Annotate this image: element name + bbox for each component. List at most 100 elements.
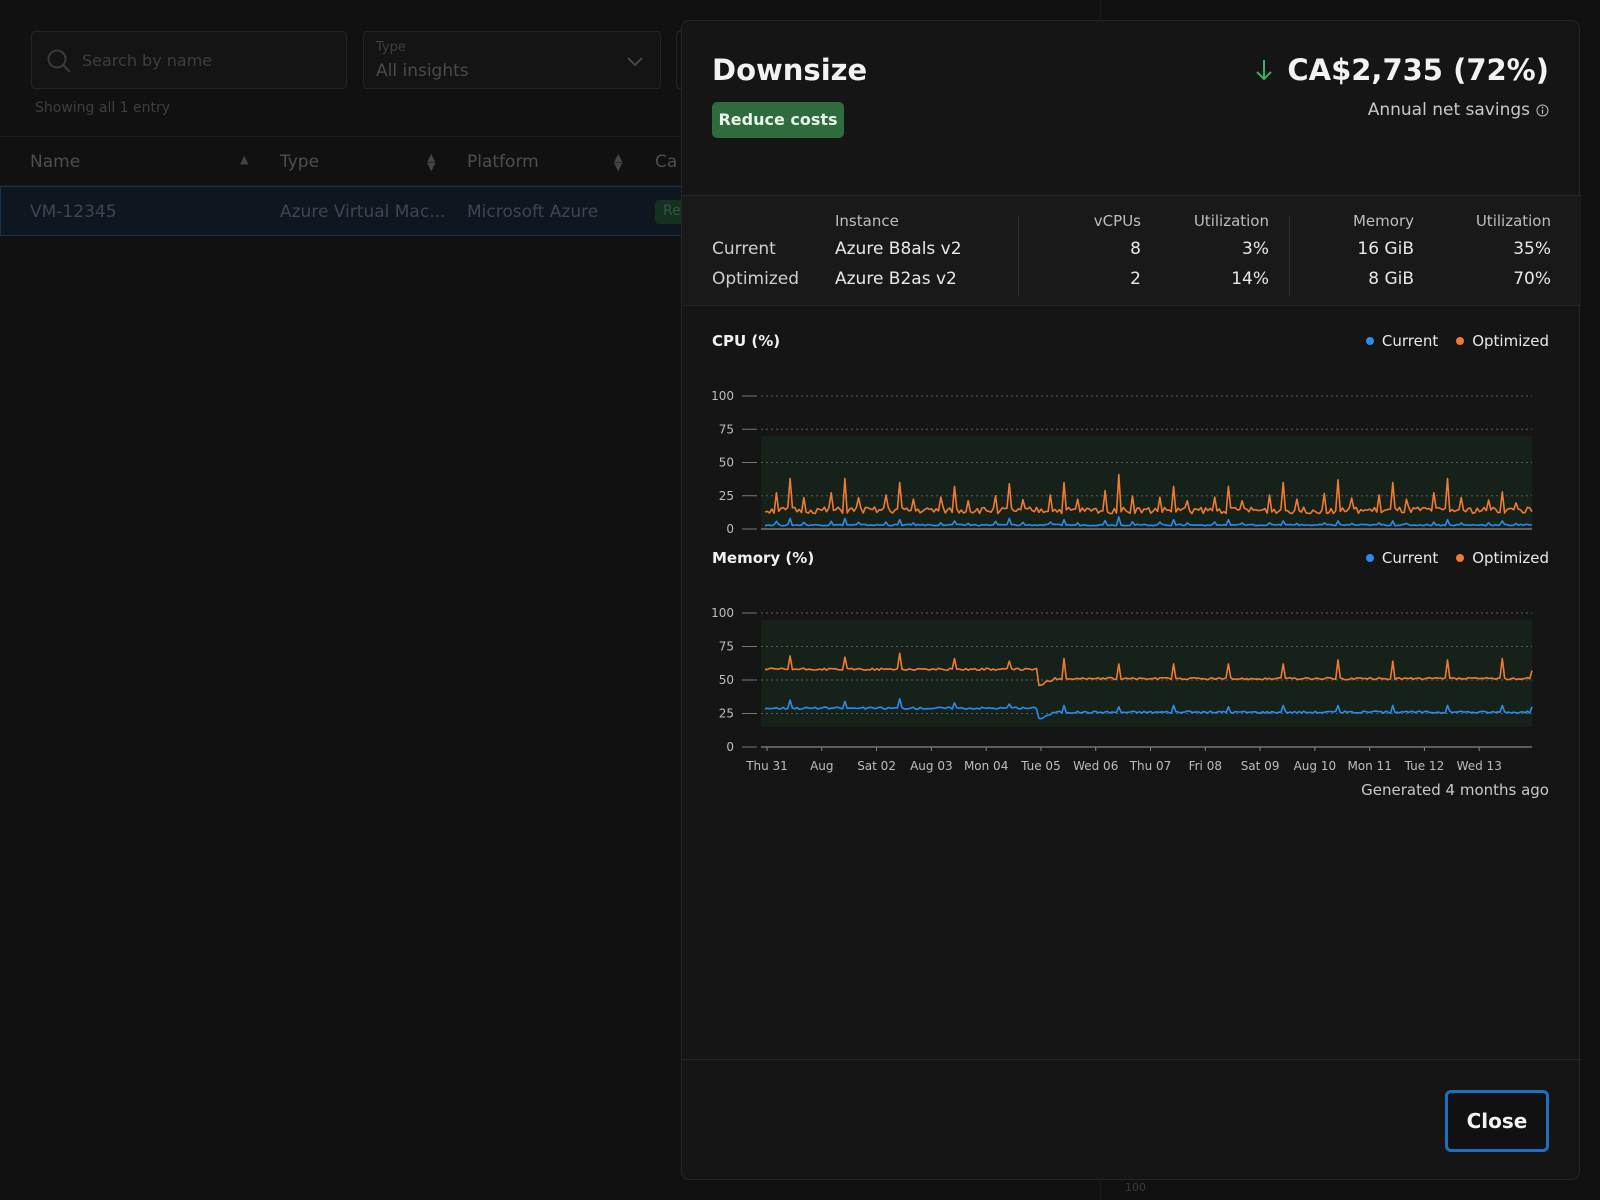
cpu-utilization-chart: 0 25 50 75 100 [712, 389, 1533, 536]
optimized-vcpus: 2 [1130, 269, 1141, 289]
y-tick-label: 75 [719, 640, 734, 654]
legend-label-current: Current [1381, 549, 1439, 567]
spec-header-instance: Instance [835, 212, 899, 230]
x-tick-label: Tue 05 [1020, 759, 1061, 773]
series-line-optimized [764, 652, 1533, 687]
x-tick-label: Wed 06 [1073, 759, 1118, 773]
row-platform: Microsoft Azure [467, 202, 599, 222]
memory-chart-legend: Current Optimized [1365, 549, 1549, 567]
savings-label-row: Annual net savings [1368, 100, 1549, 120]
footer-divider [682, 1059, 1581, 1060]
column-header-type[interactable]: Type [280, 152, 320, 172]
x-tick-label: Mon 11 [1347, 759, 1391, 773]
legend-label-optimized: Optimized [1472, 549, 1549, 567]
memory-chart-title: Memory (%) [712, 549, 815, 567]
y-tick-label: 0 [726, 740, 734, 754]
modal-title: Downsize [712, 53, 868, 87]
y-tick-label: 25 [719, 707, 734, 721]
arrow-down-icon [1256, 60, 1273, 81]
spec-row-label-optimized: Optimized [712, 269, 800, 289]
cpu-chart-legend: Current Optimized [1365, 332, 1549, 350]
y-tick-label: 0 [726, 522, 734, 536]
sort-icon[interactable]: ▲ ▼ [427, 151, 436, 173]
current-vcpus: 8 [1130, 239, 1141, 259]
sort-ascending-icon[interactable]: ▲ [240, 153, 249, 166]
x-tick-label: Mon 04 [964, 759, 1008, 773]
y-tick-label: 100 [712, 606, 734, 620]
column-separator [1289, 216, 1290, 296]
x-tick-label: Sat 09 [1241, 759, 1280, 773]
background-chart-fragment: 100 [1100, 1180, 1580, 1200]
y-tick-label: 75 [719, 422, 734, 436]
legend-dot-current [1365, 337, 1374, 345]
legend-item-current[interactable]: Current [1365, 549, 1439, 567]
y-tick-label: 50 [719, 673, 734, 687]
target-band [761, 435, 1532, 529]
legend-label-optimized: Optimized [1472, 332, 1549, 350]
current-instance: Azure B8als v2 [835, 239, 962, 259]
generated-timestamp: Generated 4 months ago [1361, 781, 1549, 799]
optimized-memory: 8 GiB [1368, 269, 1414, 289]
series-line-optimized [764, 473, 1533, 515]
x-tick-label: Sat 02 [857, 759, 896, 773]
type-filter-label: Type [376, 40, 406, 55]
optimized-cpu-utilization: 14% [1231, 269, 1269, 289]
current-cpu-utilization: 3% [1242, 239, 1269, 259]
target-band [761, 619, 1532, 727]
savings-label: Annual net savings [1367, 100, 1530, 120]
column-separator [1018, 216, 1019, 296]
x-tick-label: Fri 08 [1189, 759, 1222, 773]
background-divider [1100, 0, 1101, 20]
instance-comparison-table: Instance vCPUs Utilization Memory Utiliz… [682, 196, 1581, 306]
column-header-category[interactable]: Ca [655, 152, 678, 172]
x-tick-label: Aug 03 [910, 759, 953, 773]
reduce-costs-badge: Reduce costs [712, 102, 844, 138]
x-tick-label: Wed 13 [1457, 759, 1502, 773]
legend-dot-current [1365, 554, 1374, 562]
legend-item-optimized[interactable]: Optimized [1456, 332, 1549, 350]
spec-row-label-current: Current [712, 239, 776, 259]
memory-utilization-chart: 0 25 50 75 100 Thu 31 Aug Sat 02 Aug 03 Mon 04 Tue… [712, 606, 1533, 773]
series-line-current [764, 698, 1533, 720]
sort-icon[interactable]: ▲ ▼ [614, 151, 623, 173]
x-tick-label: Aug [810, 759, 833, 773]
search-icon [47, 49, 71, 73]
table-row[interactable]: VM-12345 Azure Virtual Mac... Microsoft … [0, 186, 700, 236]
info-icon[interactable] [1536, 104, 1549, 117]
column-header-platform[interactable]: Platform [467, 152, 539, 172]
legend-dot-optimized [1456, 337, 1465, 345]
legend-item-optimized[interactable]: Optimized [1456, 549, 1549, 567]
entry-count: Showing all 1 entry [35, 100, 171, 116]
spec-header-cpu-utilization: Utilization [1193, 212, 1269, 230]
x-tick-label: Tue 12 [1404, 759, 1445, 773]
column-header-name[interactable]: Name [30, 152, 81, 172]
x-tick-label: Aug 10 [1294, 759, 1337, 773]
chevron-down-icon [627, 57, 643, 67]
current-memory: 16 GiB [1357, 239, 1414, 259]
series-line-current [764, 516, 1532, 527]
cpu-chart-title: CPU (%) [712, 332, 781, 350]
spec-header-memory: Memory [1352, 212, 1414, 230]
savings-summary: CA$2,735 (72%) [1253, 53, 1549, 87]
downsize-insight-modal: Downsize Reduce costs CA$2,735 (72%) Ann… [681, 20, 1581, 1180]
x-tick-label: Thu 31 [745, 759, 788, 773]
row-name: VM-12345 [30, 202, 117, 222]
table-header: Name ▲ Type ▲ ▼ Platform ▲ ▼ Ca [0, 136, 700, 186]
type-filter-select[interactable]: Type All insights [363, 31, 661, 89]
type-filter-value: All insights [376, 61, 469, 81]
x-tick-label: Thu 07 [1129, 759, 1172, 773]
close-button[interactable]: Close [1445, 1090, 1549, 1152]
legend-item-current[interactable]: Current [1365, 332, 1438, 350]
background-axis-label: 100 [1125, 1181, 1146, 1194]
y-tick-label: 100 [712, 389, 734, 403]
current-memory-utilization: 35% [1513, 239, 1551, 259]
search-input[interactable]: Search by name [31, 31, 347, 89]
divider [682, 305, 1581, 306]
optimized-instance: Azure B2as v2 [835, 269, 957, 289]
legend-dot-optimized [1456, 554, 1465, 562]
search-placeholder: Search by name [82, 51, 213, 70]
y-tick-label: 50 [719, 456, 734, 470]
divider [682, 195, 1581, 196]
row-type: Azure Virtual Mac... [280, 202, 446, 222]
optimized-memory-utilization: 70% [1513, 269, 1551, 289]
